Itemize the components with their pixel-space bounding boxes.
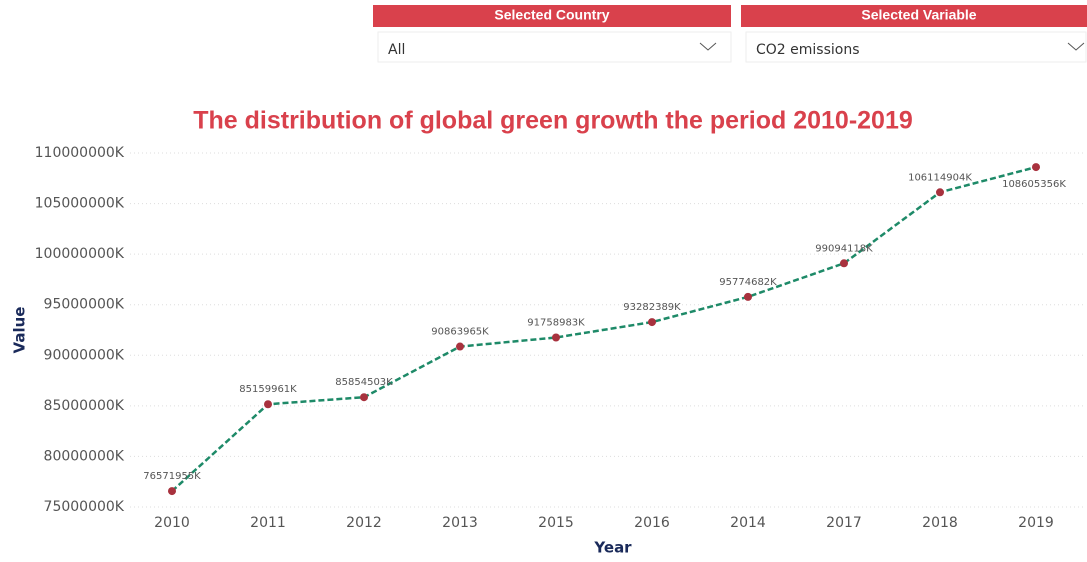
marker xyxy=(456,342,464,351)
slicer-selection: All xyxy=(388,42,405,58)
data-label: 93282389K xyxy=(623,302,681,313)
data-label: 90863965K xyxy=(431,327,489,338)
marker xyxy=(936,188,944,197)
data-label: 108605356K xyxy=(1002,179,1066,190)
x-tick-label: 2012 xyxy=(346,515,382,531)
x-axis-title: Year xyxy=(593,539,632,557)
marker xyxy=(552,333,560,342)
slicer-dropdown[interactable] xyxy=(745,31,1087,63)
x-tick-label: 2019 xyxy=(1018,515,1054,531)
y-tick-label: 105000000K xyxy=(35,196,125,212)
data-label: 91758983K xyxy=(527,317,585,328)
data-label: 85854503K xyxy=(335,377,393,388)
y-tick-label: 110000000K xyxy=(35,145,125,161)
slicer-header xyxy=(741,5,1087,27)
y-tick-label: 95000000K xyxy=(44,297,125,313)
y-axis-title: Value xyxy=(11,307,29,354)
marker xyxy=(840,259,848,268)
slicer-title: Selected Country xyxy=(494,7,609,23)
slicer-title: Selected Variable xyxy=(861,7,976,23)
chevron xyxy=(699,42,717,51)
x-tick-label: 2014 xyxy=(730,515,766,531)
slicer-selection: CO2 emissions xyxy=(756,42,860,58)
line xyxy=(171,165,1037,493)
data-label: 99094118K xyxy=(815,243,873,254)
x-tick-label: 2011 xyxy=(250,515,286,531)
marker xyxy=(648,318,656,327)
slicer-dropdown[interactable] xyxy=(377,31,732,63)
y-tick-label: 100000000K xyxy=(35,246,125,262)
chevron xyxy=(1067,42,1085,51)
y-tick-label: 75000000K xyxy=(44,499,125,515)
data-label: 76571955K xyxy=(143,471,201,482)
y-tick-label: 85000000K xyxy=(44,398,125,414)
marker xyxy=(360,393,368,402)
x-tick-label: 2013 xyxy=(442,515,478,531)
slicer-header xyxy=(373,5,731,27)
marker xyxy=(744,292,752,301)
data-label: 95774682K xyxy=(719,277,777,288)
marker xyxy=(168,487,176,496)
y-tick-label: 80000000K xyxy=(44,448,125,464)
x-tick-label: 2010 xyxy=(154,515,190,531)
marker xyxy=(1032,163,1040,172)
x-tick-label: 2016 xyxy=(634,515,670,531)
chart-title: The distribution of global green growth … xyxy=(193,107,913,135)
x-tick-label: 2018 xyxy=(922,515,958,531)
y-tick-label: 90000000K xyxy=(44,347,125,363)
marker xyxy=(264,400,272,409)
data-label: 85159961K xyxy=(239,384,297,395)
x-tick-label: 2015 xyxy=(538,515,574,531)
data-label: 106114904K xyxy=(908,172,972,183)
x-tick-label: 2017 xyxy=(826,515,862,531)
